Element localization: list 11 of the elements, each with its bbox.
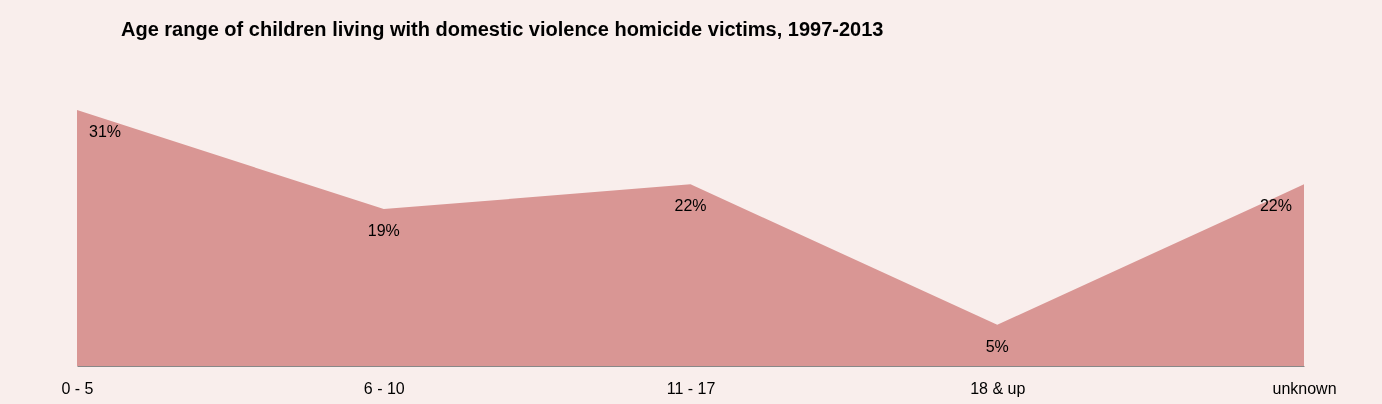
x-tick-label: 6 - 10 bbox=[363, 379, 405, 397]
x-tick-label: 0 - 5 bbox=[61, 379, 94, 397]
chart-title: Age range of children living with domestic violence homicide victims, 1997-2013 bbox=[120, 18, 884, 40]
data-label: 22% bbox=[1259, 197, 1292, 215]
data-label: 22% bbox=[674, 197, 707, 215]
data-label: 31% bbox=[89, 123, 122, 140]
x-tick-label: 11 - 17 bbox=[666, 379, 716, 397]
x-tick-label: unknown bbox=[1272, 379, 1337, 397]
x-tick-label: 18 & up bbox=[970, 379, 1026, 397]
data-label: 19% bbox=[367, 222, 400, 240]
data-label: 5% bbox=[985, 337, 1009, 355]
